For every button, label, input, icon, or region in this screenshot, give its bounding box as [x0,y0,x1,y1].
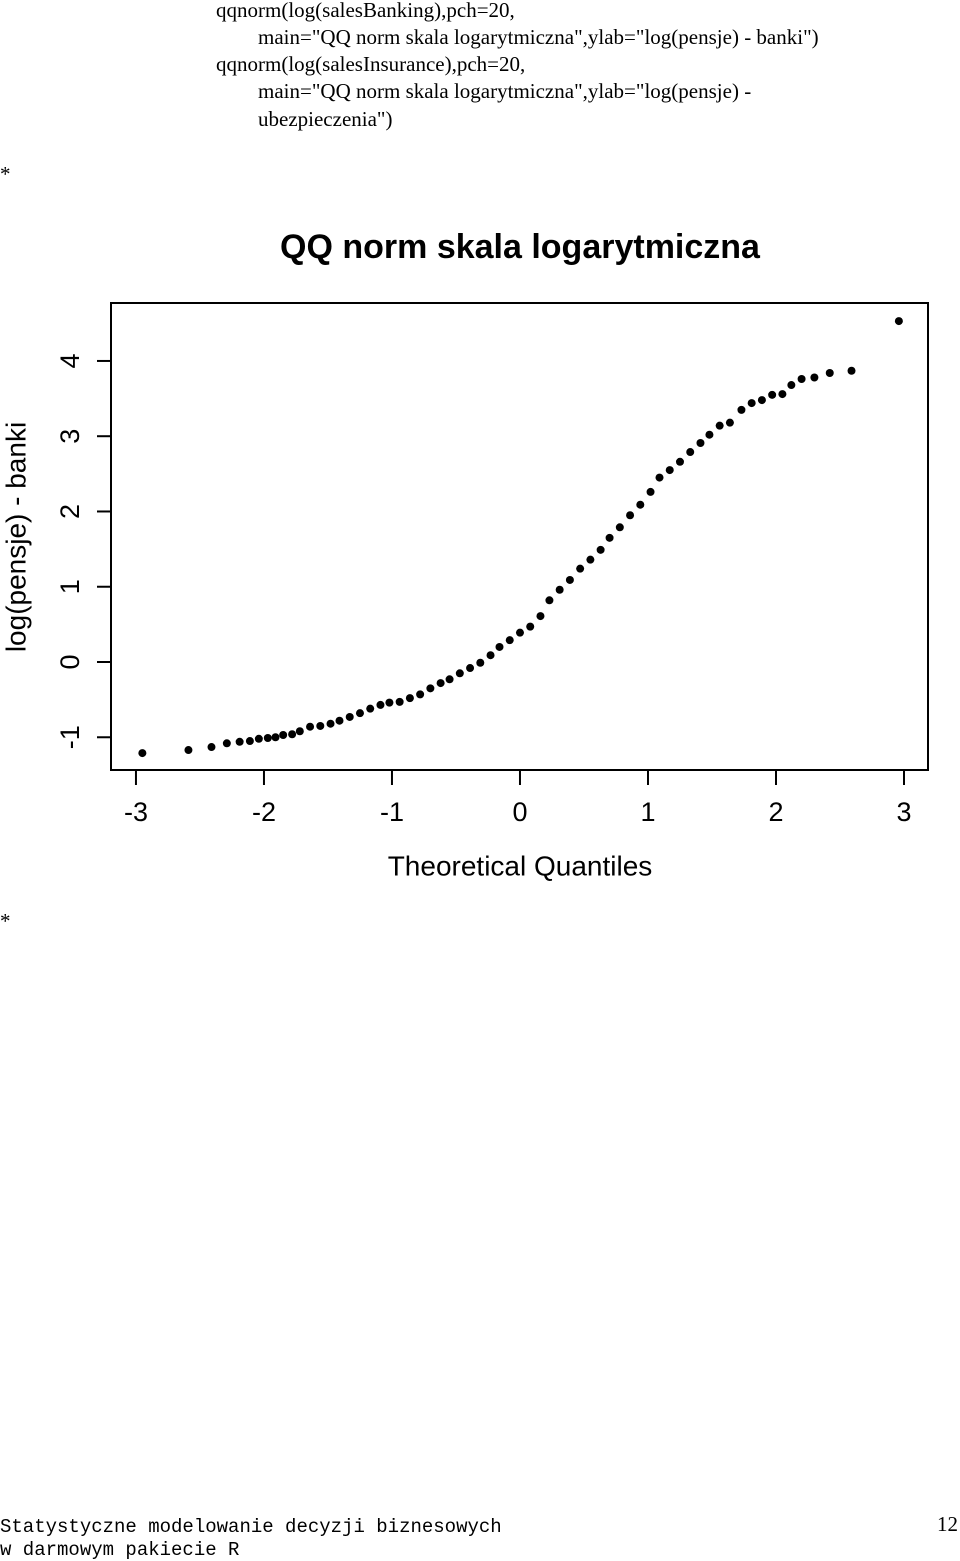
point [536,612,545,621]
code-line: qqnorm(log(salesInsurance),pch=20, [216,52,525,76]
point [686,448,695,457]
point [376,700,385,709]
x-tick-label: 3 [896,797,911,827]
point [207,743,216,752]
point [810,373,819,382]
y-tick-label: -1 [55,725,85,749]
point [466,664,475,673]
point [526,622,535,631]
y-axis-label: log(pensje) - banki [0,422,31,652]
x-axis-label: Theoretical Quantiles [388,850,653,881]
point [636,500,645,509]
bullet: * [0,162,11,186]
page-number: 12 [937,1512,958,1536]
point [737,405,746,414]
point [254,734,263,743]
point [263,734,272,743]
point [696,438,705,447]
y-tick-label: 2 [55,504,85,519]
point [326,719,335,728]
point [555,585,564,594]
point [565,575,574,584]
point [445,675,454,684]
point [715,421,724,430]
point [271,733,280,742]
point [355,709,364,718]
point [138,749,147,758]
point [416,690,425,699]
x-tick-label: -3 [124,797,148,827]
point [797,375,806,384]
code-line: ubezpieczenia") [258,107,392,131]
plot-box [110,302,929,771]
footer-line: Statystyczne modelowanie decyzji bizneso… [0,1516,502,1538]
y-tick-label: 0 [55,654,85,669]
point [894,317,903,326]
point [335,716,344,725]
point [184,746,193,755]
point [495,642,504,651]
point [605,533,614,542]
code-line: main="QQ norm skala logarytmiczna",ylab=… [258,25,819,49]
point [306,722,315,731]
point [675,457,684,466]
point [787,381,796,390]
chart-title: QQ norm skala logarytmiczna [280,228,761,266]
point [345,712,354,721]
point [646,487,655,496]
point [768,390,777,399]
footer-line: w darmowym pakiecie R [0,1539,239,1561]
point [295,727,304,736]
point [385,698,394,707]
bullet: * [0,909,11,933]
point [847,366,856,375]
point [222,739,231,748]
x-tick-label: 0 [512,797,527,827]
x-tick-label: 2 [768,797,783,827]
code-line: main="QQ norm skala logarytmiczna",ylab=… [258,79,751,103]
y-tick-label: 3 [55,429,85,444]
point [405,694,414,703]
point [486,651,495,660]
x-tick-label: 1 [640,797,655,827]
point [515,628,524,637]
point [825,368,834,377]
point [576,564,585,573]
point [545,596,554,605]
point [279,731,288,740]
point [725,418,734,427]
point [436,679,445,688]
point [596,545,605,554]
point [505,636,514,645]
point [426,684,435,693]
point [288,730,297,739]
point [235,737,244,746]
point [395,697,404,706]
point [665,466,674,475]
point [615,523,624,532]
point [476,658,485,667]
point [245,737,254,746]
point [455,669,464,678]
point [586,555,595,564]
point [366,704,375,713]
y-tick-label: 4 [55,353,85,368]
code-line: qqnorm(log(salesBanking),pch=20, [216,0,515,22]
y-tick-label: 1 [55,579,85,594]
point [747,399,756,408]
x-tick-label: -2 [252,797,276,827]
point [705,430,714,439]
point [655,473,664,482]
point [757,396,766,405]
x-tick-label: -1 [380,797,404,827]
point [626,511,635,520]
point [778,390,787,399]
point [316,721,325,730]
